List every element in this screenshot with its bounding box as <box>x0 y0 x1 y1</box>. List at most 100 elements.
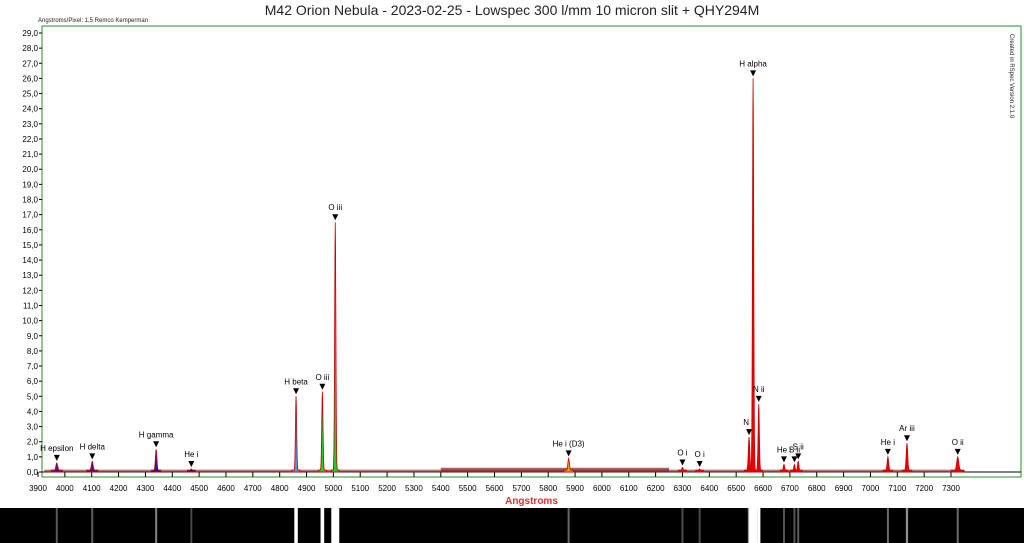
strip-emission-band <box>681 508 684 543</box>
line-marker <box>696 460 703 467</box>
x-tick-label: 5000 <box>324 484 342 493</box>
line-marker <box>750 70 757 77</box>
x-tick-label: 5900 <box>566 484 584 493</box>
strip-emission-band <box>956 508 959 543</box>
y-tick-label: 22,0 <box>22 135 38 144</box>
x-tick-label: 5500 <box>459 484 477 493</box>
strip-emission-band <box>55 508 58 543</box>
x-tick-label: 6800 <box>808 484 826 493</box>
spectrum-continuum-hump <box>440 467 670 472</box>
x-tick-label: 5700 <box>512 484 530 493</box>
x-tick-label: 6400 <box>700 484 718 493</box>
y-tick-label: 20,0 <box>22 165 38 174</box>
line-label: H beta <box>284 377 308 386</box>
line-marker <box>755 395 762 402</box>
y-tick-label: 15,0 <box>22 241 38 250</box>
x-tick-label: 5100 <box>351 484 369 493</box>
strip-emission-band <box>793 508 796 543</box>
emission-line-peak <box>754 403 764 473</box>
x-tick-label: 6300 <box>674 484 692 493</box>
x-tick-label: 4900 <box>298 484 316 493</box>
line-label: O i <box>677 448 687 457</box>
y-tick-label: 26,0 <box>22 74 38 83</box>
x-tick-label: 4700 <box>244 484 262 493</box>
y-tick-label: 11,0 <box>23 301 39 310</box>
emission-line-peak <box>678 466 687 473</box>
strip-emission-band <box>155 508 158 543</box>
line-label: He i <box>881 438 895 447</box>
x-tick-label: 4100 <box>83 484 101 493</box>
x-tick-label: 3900 <box>29 484 47 493</box>
emission-line-peak <box>86 460 99 473</box>
software-note: Created in RSpec Version 2.1.0 <box>1008 34 1014 119</box>
y-tick-label: 10,0 <box>22 317 38 326</box>
plot-frame <box>41 25 1022 478</box>
line-label: H epsilon <box>40 444 73 453</box>
y-tick-label: 1,0 <box>27 453 39 462</box>
y-tick-label: 6,0 <box>27 377 39 386</box>
line-marker <box>53 454 60 461</box>
y-tick-label: 19,0 <box>22 180 38 189</box>
strip-emission-band <box>331 508 340 543</box>
strip-emission-band <box>698 508 701 543</box>
strip-emission-band <box>886 508 889 543</box>
x-tick-label: 6700 <box>781 484 799 493</box>
y-tick-label: 0,0 <box>27 468 39 477</box>
x-axis-label: Angstroms <box>505 496 558 507</box>
line-label: S ii <box>789 445 800 454</box>
line-marker <box>903 435 910 442</box>
line-marker <box>565 450 572 457</box>
x-tick-label: 6000 <box>593 484 611 493</box>
x-tick-label: 4500 <box>190 484 208 493</box>
y-tick-label: 13,0 <box>22 271 38 280</box>
line-label: H alpha <box>739 59 767 68</box>
chart-title: M42 Orion Nebula - 2023-02-25 - Lowspec … <box>264 2 760 18</box>
y-tick-label: 12,0 <box>22 286 38 295</box>
line-marker <box>293 388 300 395</box>
emission-line-peak <box>748 78 758 473</box>
y-tick-label: 27,0 <box>22 59 38 68</box>
y-tick-label: 29,0 <box>22 29 38 38</box>
strip-emission-band <box>757 508 761 543</box>
line-marker <box>780 456 787 463</box>
line-marker <box>188 460 195 467</box>
line-marker <box>746 429 753 436</box>
line-label: O i <box>695 450 705 459</box>
strip-emission-band <box>797 508 800 543</box>
emission-line-peak <box>186 468 196 473</box>
strip-emission-band <box>190 508 193 543</box>
line-label: He i <box>184 450 198 459</box>
x-tick-label: 4300 <box>137 484 155 493</box>
y-tick-label: 4,0 <box>27 407 39 416</box>
line-marker <box>332 214 339 221</box>
emission-line-peak <box>317 391 327 473</box>
y-tick-label: 21,0 <box>22 150 38 159</box>
line-marker <box>679 459 686 466</box>
x-tick-label: 6900 <box>835 484 853 493</box>
emission-line-peak <box>793 460 803 473</box>
calibration-label: Angstroms/Pixel: 1,5 Remco Kemperman <box>38 18 149 24</box>
strip-emission-band <box>294 508 298 543</box>
strip-emission-band <box>905 508 909 543</box>
strip-emission-band <box>320 508 325 543</box>
y-tick-label: 5,0 <box>27 392 39 401</box>
x-tick-label: 7000 <box>862 484 880 493</box>
strip-emission-band <box>91 508 94 543</box>
emission-line-peak <box>779 463 789 473</box>
y-tick-label: 14,0 <box>22 256 38 265</box>
x-tick-label: 5600 <box>486 484 504 493</box>
y-tick-label: 7,0 <box>27 362 39 371</box>
x-tick-label: 4600 <box>217 484 235 493</box>
line-marker <box>791 456 798 463</box>
x-tick-label: 5300 <box>405 484 423 493</box>
line-marker <box>319 383 326 390</box>
emission-line-peak <box>50 462 63 473</box>
x-tick-label: 5400 <box>432 484 450 493</box>
line-label: H delta <box>80 442 106 451</box>
line-label: S ii <box>793 442 804 451</box>
y-tick-label: 3,0 <box>27 423 39 432</box>
line-label: He i <box>777 445 791 454</box>
x-tick-label: 7100 <box>888 484 906 493</box>
x-tick-label: 5800 <box>539 484 557 493</box>
y-tick-label: 8,0 <box>27 347 39 356</box>
